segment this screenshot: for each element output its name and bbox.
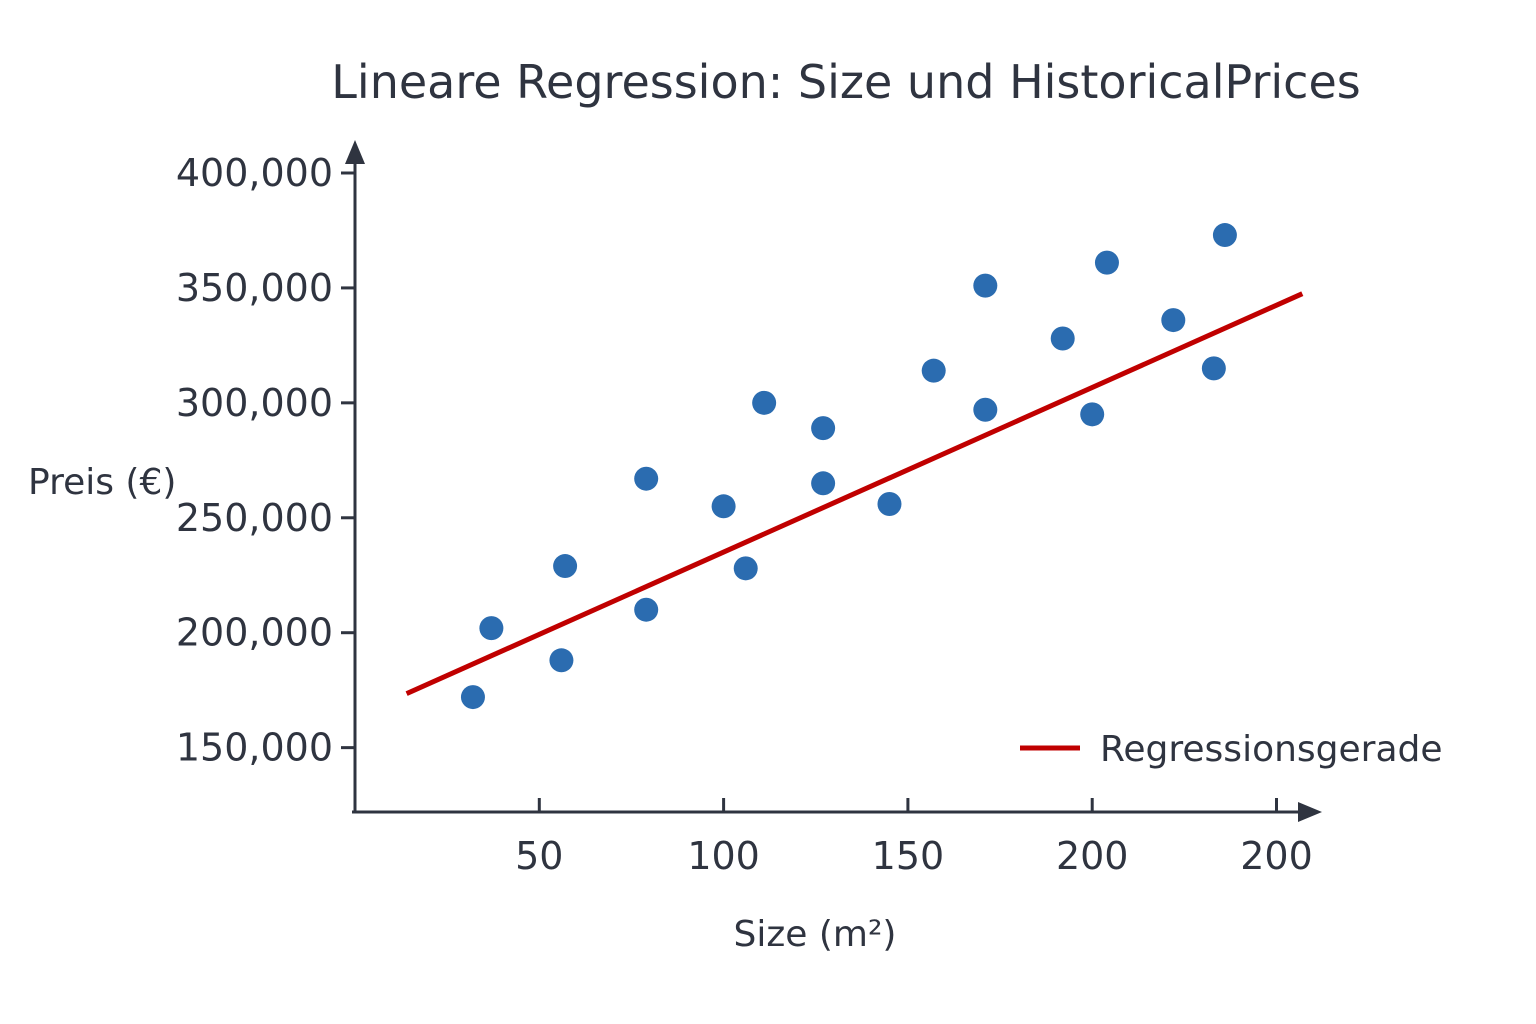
data-point	[711, 494, 736, 519]
data-point	[811, 416, 836, 441]
data-point	[973, 273, 998, 298]
y-tick-label: 400,000	[176, 151, 333, 195]
axes	[345, 140, 1322, 822]
regression-line	[405, 291, 1304, 696]
x-tick-label: 200	[1240, 834, 1313, 878]
x-tick-label: 150	[872, 834, 945, 878]
data-point	[1212, 223, 1237, 248]
x-tick-label: 50	[515, 834, 563, 878]
data-point	[877, 491, 902, 516]
data-point	[634, 597, 659, 622]
data-point	[1050, 326, 1075, 351]
data-point	[1201, 356, 1226, 381]
y-axis-label: Preis (€)	[28, 462, 176, 503]
x-axis-label: Size (m²)	[734, 914, 897, 955]
data-point	[1094, 250, 1119, 275]
data-point	[811, 471, 836, 496]
data-point	[1080, 402, 1105, 427]
data-point	[479, 616, 504, 641]
data-point	[973, 397, 998, 422]
data-point	[921, 358, 946, 383]
data-point	[549, 648, 574, 673]
y-ticks: 150,000 200,000 250,000 300,000 350,000 400,0…	[176, 151, 355, 770]
y-tick-label: 350,000	[176, 266, 333, 310]
data-point	[634, 466, 659, 491]
legend-label: Regressionsgerade	[1100, 729, 1443, 770]
data-point	[752, 390, 777, 415]
chart-title: Lineare Regression: Size und HistoricalP…	[331, 55, 1360, 109]
data-point	[553, 554, 578, 579]
x-tick-label: 200	[1056, 834, 1129, 878]
legend: Regressionsgerade	[1020, 729, 1443, 770]
y-axis-arrow	[345, 140, 365, 164]
y-tick-label: 200,000	[176, 611, 333, 655]
x-tick-label: 100	[687, 834, 760, 878]
x-axis-arrow	[1298, 802, 1322, 822]
data-point	[1161, 308, 1186, 333]
data-point	[733, 556, 758, 581]
data-points	[460, 223, 1237, 710]
x-ticks: 50 100 150 200 200	[515, 798, 1313, 878]
y-tick-label: 150,000	[176, 726, 333, 770]
data-point	[460, 685, 485, 710]
y-tick-label: 250,000	[176, 496, 333, 540]
y-tick-label: 300,000	[176, 381, 333, 425]
